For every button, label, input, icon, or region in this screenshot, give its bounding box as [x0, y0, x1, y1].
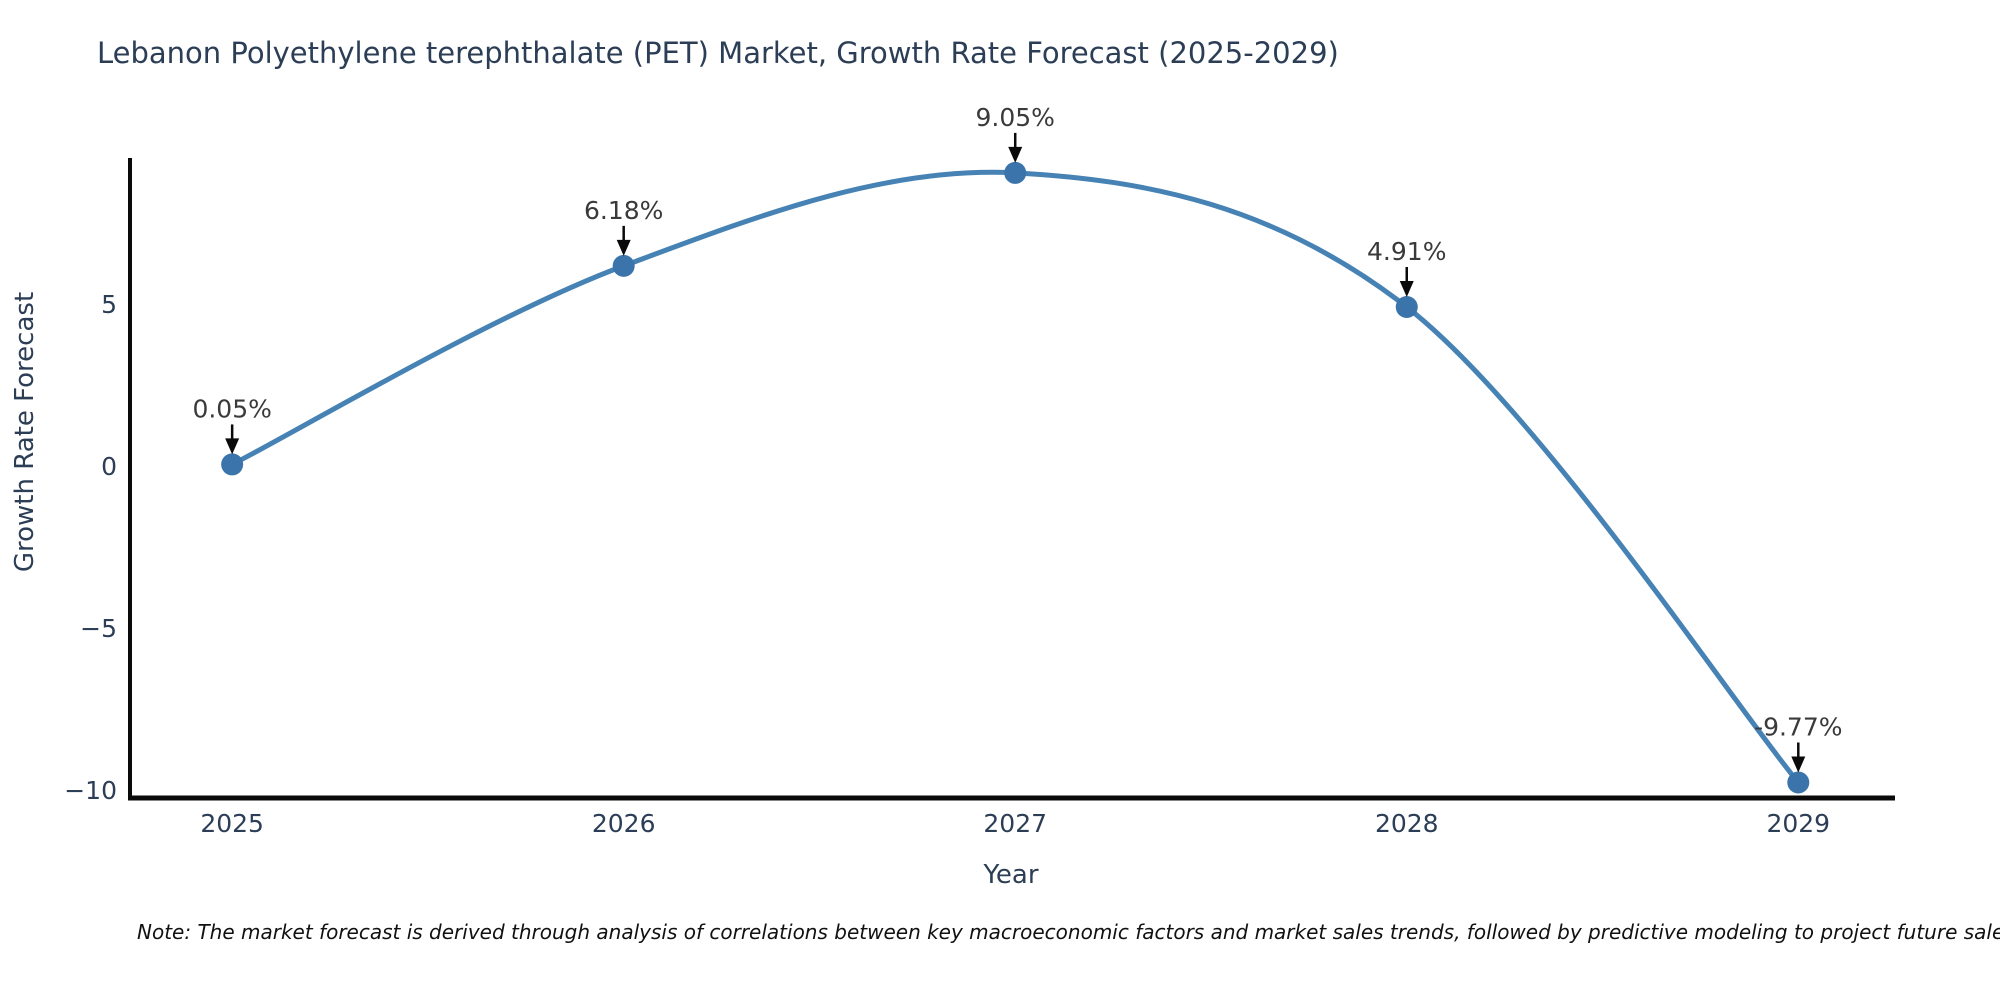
data-point-2025 — [221, 453, 244, 476]
data-point-2028 — [1395, 296, 1418, 319]
point-annotations: 0.05% 6.18% 9.05% 4.91% -9.77% — [192, 103, 1843, 773]
data-point-2027 — [1004, 161, 1027, 184]
annotation-arrow-head — [1399, 281, 1414, 298]
x-tick-label: 2025 — [200, 809, 264, 838]
data-series — [221, 161, 1810, 794]
y-tick-label: −10 — [64, 776, 117, 805]
y-tick-label: −5 — [80, 614, 117, 643]
annotation-label: 6.18% — [584, 196, 663, 225]
chart-title: Lebanon Polyethylene terephthalate (PET)… — [97, 36, 1339, 70]
annotation-2026: 6.18% — [584, 196, 663, 256]
annotation-arrow-head — [1791, 756, 1806, 773]
x-tick-label: 2027 — [983, 809, 1047, 838]
data-point-2026 — [612, 254, 635, 277]
growth-rate-line — [229, 169, 1801, 786]
y-tick-label: 5 — [101, 290, 117, 319]
annotation-2027: 9.05% — [976, 103, 1055, 163]
annotation-label: 0.05% — [192, 394, 271, 423]
annotation-arrow-head — [616, 239, 631, 256]
annotation-arrow-head — [225, 438, 240, 455]
annotation-2025: 0.05% — [192, 394, 272, 455]
tick-labels: 5 0 −5 −10 2025 2026 2027 2028 2029 — [64, 290, 1830, 838]
annotation-label: 4.91% — [1367, 237, 1446, 266]
data-point-2029 — [1787, 771, 1810, 794]
annotation-2029: -9.77% — [1754, 713, 1843, 773]
x-axis-title: Year — [983, 860, 1039, 890]
y-axis-title: Growth Rate Forecast — [10, 291, 40, 573]
annotation-label: -9.77% — [1754, 713, 1842, 742]
y-tick-label: 0 — [101, 452, 117, 481]
x-tick-label: 2026 — [592, 809, 656, 838]
footnote: Note: The market forecast is derived thr… — [137, 920, 2000, 944]
annotation-2028: 4.91% — [1367, 237, 1446, 298]
axes — [128, 158, 1895, 801]
x-tick-label: 2028 — [1375, 809, 1439, 838]
annotation-arrow-head — [1008, 146, 1023, 163]
annotation-label: 9.05% — [976, 103, 1055, 132]
x-tick-label: 2029 — [1766, 809, 1830, 838]
